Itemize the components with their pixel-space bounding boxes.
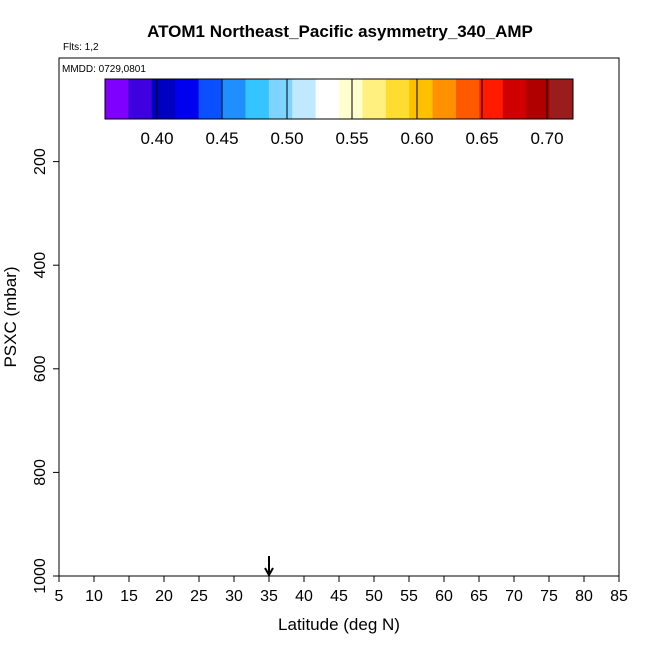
flight-track [562,177,578,551]
chart-title: ATOM1 Northeast_Pacific asymmetry_340_AM… [147,22,533,41]
x-tick-label: 85 [610,588,628,605]
colorbar-tick-label: 0.50 [270,129,303,148]
flight-track [261,177,277,551]
x-tick-label: 60 [435,588,453,605]
x-axis: 5 10 15 20 25 30 35 40 45 50 55 60 65 70 75 80 85 [55,576,628,605]
colorbar-tick-label: 0.55 [335,129,368,148]
x-tick-label: 35 [260,588,278,605]
flights-label: Flts: 1,2 [63,42,99,53]
y-axis-label: PSXC (mbar) [1,266,20,367]
colorbar-swatch [479,79,504,119]
y-tick-label: 400 [32,252,49,279]
flight-track [464,177,487,551]
flight-track [65,177,81,551]
colorbar-swatch [432,79,457,119]
flight-track-upper [79,160,578,204]
colorbar-swatch [526,79,551,119]
colorbar-tick-label: 0.45 [205,129,238,148]
x-tick-label: 75 [540,588,558,605]
x-tick-label: 50 [365,588,383,605]
x-tick-label: 20 [155,588,173,605]
marker-head [264,567,274,578]
flight-track [121,177,137,551]
colorbar-swatch [151,79,176,119]
x-tick-label: 80 [575,588,593,605]
colorbar-tick-label: 0.65 [465,129,498,148]
x-tick-label: 30 [225,588,243,605]
colorbar-swatch [385,79,410,119]
colorbar-tick-label: 0.40 [140,129,173,148]
x-axis-label: Latitude (deg N) [278,615,400,634]
flight-track [149,177,165,551]
colorbar-swatch [268,79,293,119]
colorbar-swatch [456,79,480,119]
x-tick-label: 65 [470,588,488,605]
x-tick-label: 70 [505,588,523,605]
x-tick-label: 40 [295,588,313,605]
colorbar [104,78,574,120]
colorbar-tick-label: 0.60 [400,129,433,148]
flight-track [93,177,109,551]
colorbar-tick-label: 0.70 [530,129,563,148]
colorbar-swatch [222,79,246,119]
colorbar-swatch [245,79,270,119]
colorbar-swatch [128,79,153,119]
colorbar-swatch [105,79,129,119]
colorbar-swatch [315,79,340,119]
flight-tracks [65,160,578,551]
x-tick-label: 15 [120,588,138,605]
dates-label: MMDD: 0729,0801 [62,64,146,75]
colorbar-swatch [339,79,363,119]
colorbar-swatch [549,79,574,119]
colorbar-swatch [409,79,434,119]
y-tick-label: 600 [32,355,49,382]
flight-track [198,177,214,551]
x-tick-label: 25 [190,588,208,605]
x-tick-label: 55 [400,588,418,605]
colorbar-frame [104,78,574,120]
x-tick-label: 10 [85,588,103,605]
x-tick-label: 45 [330,588,348,605]
colorbar-swatch [502,79,527,119]
colorbar-swatch [198,79,223,119]
flight-track [492,177,515,551]
y-axis: 200 400 600 800 1000 [32,148,59,594]
y-tick-label: 1000 [32,558,49,594]
y-tick-label: 200 [32,148,49,175]
colorbar-swatch [292,79,317,119]
y-tick-label: 800 [32,459,49,486]
colorbar-ticks: 0.40 0.45 0.50 0.55 0.60 0.65 0.70 [140,79,564,148]
latitude-marker-arrow [264,556,274,578]
colorbar-swatch [362,79,387,119]
colorbar-swatch [175,79,200,119]
x-tick-label: 5 [55,588,64,605]
flight-track [184,177,200,551]
